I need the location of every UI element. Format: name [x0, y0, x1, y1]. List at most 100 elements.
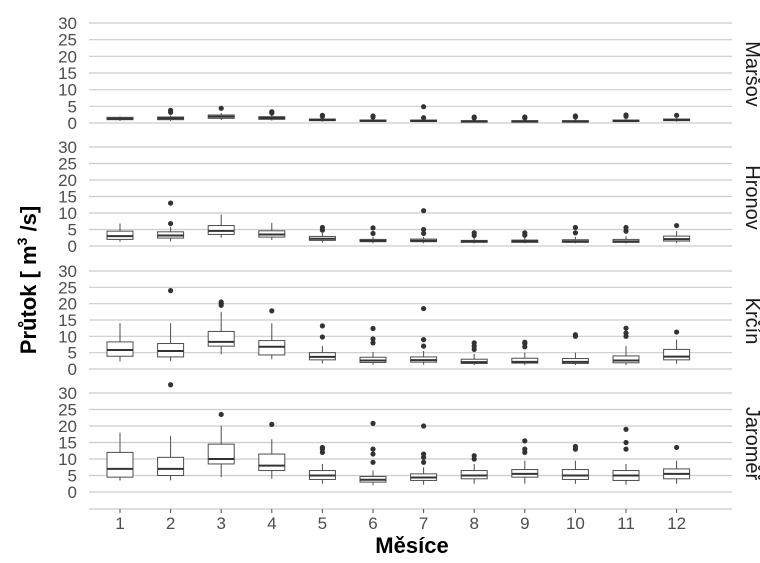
outlier-point — [370, 336, 376, 342]
box-Hronov-7 — [410, 208, 438, 244]
box-Hronov-9 — [511, 230, 539, 244]
outlier-point — [269, 109, 275, 115]
y-tick-label: 5 — [68, 221, 77, 240]
outlier-point — [370, 459, 376, 465]
outlier-point — [168, 288, 174, 294]
box-Maršov-8 — [460, 114, 488, 123]
outlier-point — [674, 329, 680, 335]
outlier-point — [522, 114, 528, 120]
outlier-point — [370, 446, 376, 452]
box-Jaroměř-6 — [359, 420, 387, 486]
outlier-point — [218, 299, 224, 305]
facet-strip-label: Hronov — [741, 165, 760, 229]
box-Maršov-10 — [561, 113, 589, 123]
box-Krčín-1 — [106, 323, 134, 362]
y-tick-label: 15 — [58, 64, 77, 83]
x-tick-label: 11 — [617, 514, 635, 533]
box-Hronov-1 — [106, 223, 134, 242]
box-Hronov-3 — [207, 214, 235, 238]
x-tick-label: 7 — [419, 514, 428, 533]
outlier-point — [319, 334, 325, 340]
box-Hronov-2 — [157, 200, 185, 242]
y-tick-label: 15 — [58, 434, 77, 453]
x-tick-label: 12 — [667, 514, 686, 533]
outlier-point — [572, 332, 579, 338]
outlier-point — [522, 230, 528, 236]
box-iqr — [157, 456, 185, 477]
outlier-point — [572, 230, 579, 236]
box-Jaroměř-4 — [258, 421, 286, 479]
box-Maršov-3 — [207, 105, 235, 120]
outlier-point — [269, 421, 275, 427]
box-Jaroměř-2 — [157, 382, 185, 481]
outlier-point — [269, 308, 275, 314]
outlier-point — [522, 446, 528, 452]
y-tick-label: 0 — [68, 483, 77, 502]
outlier-point — [218, 411, 224, 418]
box-Maršov-5 — [308, 112, 336, 122]
outlier-point — [370, 225, 376, 231]
x-tick-label: 8 — [469, 514, 478, 533]
y-tick-label: 5 — [68, 467, 77, 486]
box-Maršov-6 — [359, 113, 387, 122]
box-Krčín-9 — [511, 339, 539, 366]
box-Krčín-10 — [561, 332, 589, 366]
outlier-point — [674, 222, 680, 229]
box-iqr — [106, 451, 134, 478]
box-Jaroměř-8 — [460, 453, 488, 484]
outlier-point — [572, 113, 579, 119]
y-tick-label: 0 — [68, 114, 77, 133]
outlier-point — [623, 228, 629, 234]
x-tick-label: 10 — [566, 514, 585, 533]
outlier-point — [370, 420, 376, 426]
box-Maršov-7 — [410, 104, 438, 122]
facet-strip-label: Jaroměř — [741, 407, 760, 482]
box-Krčín-4 — [258, 308, 286, 360]
y-tick-label: 30 — [58, 14, 77, 33]
facet-strip-label: Krčín — [741, 298, 760, 345]
y-tick-label: 20 — [58, 47, 77, 66]
y-tick-label: 25 — [58, 401, 77, 420]
y-tick-label: 0 — [68, 237, 77, 256]
outlier-point — [623, 325, 629, 331]
y-tick-label: 5 — [68, 344, 77, 363]
box-Maršov-2 — [157, 107, 185, 121]
outlier-point — [623, 330, 629, 336]
y-tick-label: 30 — [58, 262, 77, 281]
box-Hronov-4 — [258, 222, 286, 241]
outlier-point — [421, 230, 427, 237]
outlier-point — [421, 343, 427, 349]
box-Hronov-11 — [612, 224, 640, 244]
outlier-point — [370, 340, 376, 346]
outlier-point — [522, 339, 528, 345]
y-tick-label: 10 — [58, 81, 77, 100]
y-axis-title-suffix: /s] — [16, 206, 41, 238]
y-tick-label: 20 — [58, 171, 77, 190]
box-Hronov-5 — [308, 224, 336, 243]
outlier-point — [421, 305, 427, 312]
box-Hronov-6 — [359, 225, 387, 244]
outlier-point — [421, 451, 427, 457]
box-Hronov-10 — [561, 224, 589, 244]
outlier-point — [218, 105, 224, 111]
outlier-point — [421, 226, 427, 233]
outlier-point — [370, 451, 376, 457]
outlier-point — [421, 115, 427, 121]
box-Jaroměř-12 — [663, 444, 691, 484]
y-tick-label: 25 — [58, 155, 77, 174]
y-tick-label: 25 — [58, 31, 77, 50]
y-tick-label: 10 — [58, 327, 77, 346]
x-axis: 1 2 3 4 5 6 7 8 9 10 11 12 — [89, 508, 732, 533]
box-Krčín-5 — [308, 323, 336, 364]
box-Hronov-8 — [460, 230, 488, 244]
outlier-point — [522, 438, 528, 444]
panels-layer: 051015202530Maršov051015202530Hronov0510… — [58, 14, 760, 502]
outlier-point — [471, 453, 477, 459]
x-tick-label: 9 — [520, 514, 529, 533]
box-iqr — [207, 330, 235, 347]
outlier-point — [319, 323, 325, 329]
y-tick-label: 20 — [58, 295, 77, 314]
